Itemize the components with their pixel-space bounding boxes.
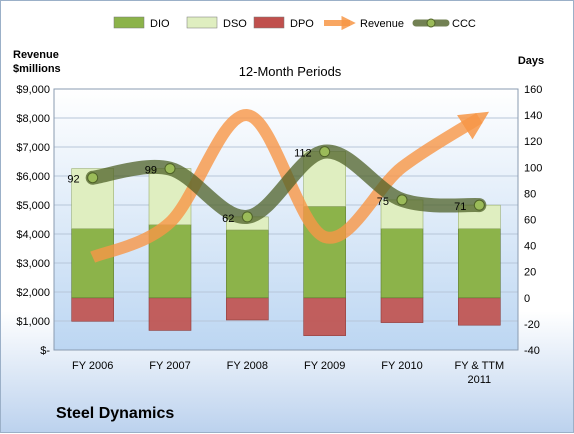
dpo-bar [71, 297, 114, 322]
right-tick-label: 0 [524, 293, 530, 305]
left-tick-label: $5,000 [16, 200, 50, 212]
category-label: FY & TTM [454, 360, 504, 372]
category-label: FY 2007 [149, 360, 190, 372]
right-tick-label: 160 [524, 84, 542, 96]
ccc-point [241, 211, 253, 223]
legend-ccc-point [426, 18, 436, 28]
ccc-point [164, 163, 176, 175]
legend-label: DSO [223, 18, 247, 30]
legend-label: Revenue [360, 18, 404, 30]
left-tick-label: $2,000 [16, 287, 50, 299]
right-tick-label: 40 [524, 241, 536, 253]
right-tick-label: 140 [524, 110, 542, 122]
ccc-data-label: 71 [454, 201, 466, 213]
left-tick-label: $7,000 [16, 142, 50, 154]
right-tick-label: 100 [524, 162, 542, 174]
revenue-line [90, 109, 490, 263]
left-tick-label: $- [40, 345, 50, 357]
right-tick-label: 20 [524, 267, 536, 279]
dio-bar [458, 228, 501, 299]
left-tick-label: $3,000 [16, 258, 50, 270]
left-tick-label: $4,000 [16, 229, 50, 241]
left-tick-label: $1,000 [16, 316, 50, 328]
dpo-bar [380, 297, 424, 323]
plot-area [54, 89, 518, 350]
ccc-point [87, 172, 99, 184]
legend-swatch-dso [186, 16, 218, 29]
right-tick-label: -20 [524, 319, 540, 331]
left-axis-title: Revenue [13, 49, 59, 61]
category-label: FY 2010 [381, 360, 422, 372]
category-label: FY 2008 [227, 360, 268, 372]
right-tick-label: 120 [524, 136, 542, 148]
ccc-data-label: 62 [222, 213, 234, 225]
dpo-bar [458, 297, 501, 326]
legend-label: DIO [150, 18, 170, 30]
dpo-bar [303, 297, 346, 336]
left-axis-title: $millions [13, 63, 61, 75]
right-tick-label: 80 [524, 188, 536, 200]
left-tick-label: $6,000 [16, 171, 50, 183]
legend-label: DPO [290, 18, 314, 30]
category-label: FY 2006 [72, 360, 113, 372]
dio-bar [226, 229, 269, 299]
dio-bar [71, 228, 114, 299]
legend-label: CCC [452, 18, 476, 30]
ccc-data-label: 112 [294, 148, 312, 160]
right-tick-label: -40 [524, 345, 540, 357]
right-axis-title: Days [518, 55, 544, 67]
ccc-point [473, 199, 485, 211]
plot-border [53, 88, 519, 351]
left-tick-label: $9,000 [16, 84, 50, 96]
chart-title: 12-Month Periods [239, 64, 342, 79]
category-label: 2011 [468, 374, 492, 386]
legend-swatch-dio [113, 16, 145, 29]
right-tick-label: 60 [524, 215, 536, 227]
ccc-data-label: 92 [67, 174, 79, 186]
category-label: FY 2009 [304, 360, 345, 372]
ccc-point [319, 146, 331, 158]
dpo-bar [226, 297, 269, 321]
ccc-data-label: 75 [377, 196, 389, 208]
left-tick-label: $8,000 [16, 113, 50, 125]
ccc-point [396, 194, 408, 206]
legend-swatch-dpo [253, 16, 285, 29]
company-name: Steel Dynamics [56, 405, 175, 422]
dpo-bar [148, 297, 192, 331]
ccc-data-label: 99 [145, 165, 157, 177]
dio-bar [380, 228, 424, 299]
